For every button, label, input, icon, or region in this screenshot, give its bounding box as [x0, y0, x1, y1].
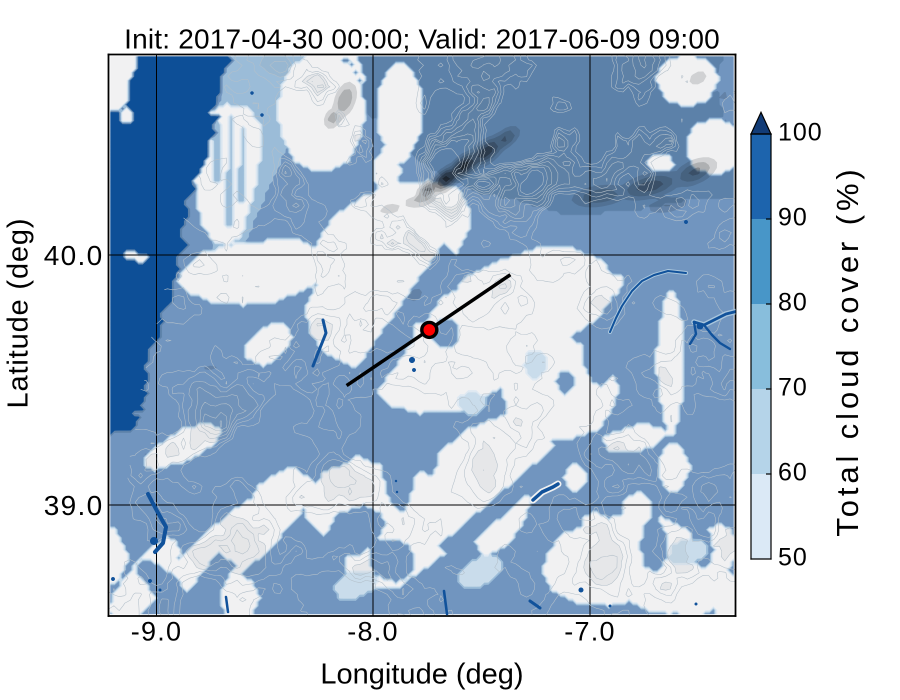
- svg-text:60: 60: [778, 458, 808, 486]
- svg-text:Total cloud cover (%): Total cloud cover (%): [830, 165, 865, 536]
- svg-text:90: 90: [778, 203, 808, 231]
- svg-text:40.0: 40.0: [44, 240, 104, 271]
- svg-text:50: 50: [778, 543, 808, 571]
- svg-text:100: 100: [778, 118, 823, 146]
- svg-text:80: 80: [778, 288, 808, 316]
- svg-text:-8.0: -8.0: [347, 617, 399, 647]
- svg-text:Init: 2017-04-30 00:00; Valid:: Init: 2017-04-30 00:00; Valid: 2017-06-0…: [124, 23, 720, 54]
- svg-text:-9.0: -9.0: [131, 617, 183, 647]
- svg-text:70: 70: [778, 373, 808, 401]
- svg-text:39.0: 39.0: [44, 490, 104, 521]
- svg-text:Latitude (deg): Latitude (deg): [2, 218, 34, 409]
- svg-text:Longitude (deg): Longitude (deg): [320, 658, 523, 690]
- svg-text:-7.0: -7.0: [564, 617, 616, 647]
